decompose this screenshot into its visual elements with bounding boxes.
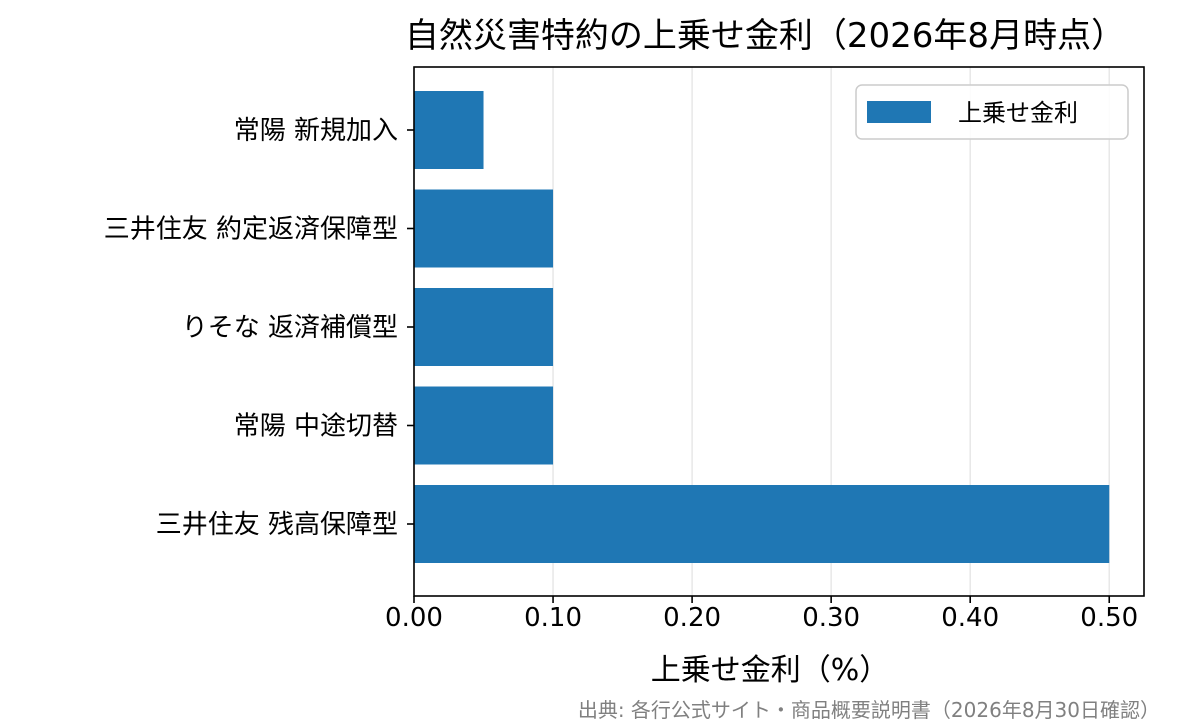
bar-1 <box>414 189 554 268</box>
y-tick-label-2: りそな 返済補償型 <box>182 313 398 343</box>
x-tick-label-2: 0.20 <box>663 603 721 633</box>
bar-0 <box>414 91 484 169</box>
plot-frame <box>413 66 1145 597</box>
legend: 上乗せ金利 <box>855 84 1129 140</box>
source-note: 出典: 各行公式サイト・商品概要説明書（2026年8月30日確認） <box>578 698 1160 722</box>
chart-title: 自然災害特約の上乗せ金利（2026年8月時点） <box>405 16 1125 56</box>
x-tick-label-0: 0.00 <box>385 603 443 633</box>
legend-swatch <box>867 101 931 123</box>
x-axis-label: 上乗せ金利（%） <box>651 653 890 688</box>
x-tick-label-5: 0.50 <box>1080 603 1138 633</box>
legend-box <box>855 84 1129 140</box>
y-tick-label-1: 三井住友 約定返済保障型 <box>104 215 398 245</box>
x-tick-label-3: 0.30 <box>802 603 860 633</box>
x-axis-ticks: 0.00 0.10 0.20 0.30 0.40 0.50 <box>385 596 1138 633</box>
y-tick-label-4: 三井住友 残高保障型 <box>156 510 398 540</box>
y-tick-label-3: 常陽 中途切替 <box>234 412 398 442</box>
legend-label: 上乗せ金利 <box>958 99 1078 127</box>
x-tick-label-1: 0.10 <box>524 603 582 633</box>
bar-4 <box>414 485 1110 563</box>
bars <box>414 91 1110 563</box>
x-tick-label-4: 0.40 <box>941 603 999 633</box>
y-tick-label-0: 常陽 新規加入 <box>234 116 398 146</box>
bar-3 <box>414 386 554 465</box>
bar-2 <box>414 288 554 366</box>
